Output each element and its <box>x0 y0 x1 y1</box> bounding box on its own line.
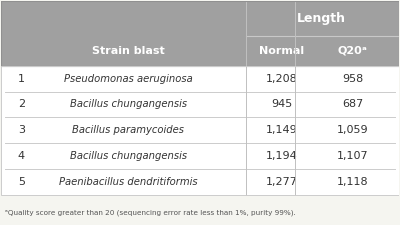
Text: Pseudomonas aeruginosa: Pseudomonas aeruginosa <box>64 74 193 84</box>
Text: 1,118: 1,118 <box>337 177 369 187</box>
Text: 2: 2 <box>18 99 25 110</box>
Text: 958: 958 <box>342 74 364 84</box>
Text: 1,277: 1,277 <box>266 177 297 187</box>
Text: Length: Length <box>297 12 346 25</box>
Text: 1,107: 1,107 <box>337 151 369 161</box>
Bar <box>1 117 399 143</box>
Bar <box>1 66 399 195</box>
Text: 1,149: 1,149 <box>266 125 297 135</box>
Text: Bacillus paramycoides: Bacillus paramycoides <box>72 125 184 135</box>
Bar <box>1 143 399 169</box>
Text: 687: 687 <box>342 99 364 110</box>
Text: Q20ᵃ: Q20ᵃ <box>338 46 368 56</box>
Bar <box>1 1 399 66</box>
Text: Normal: Normal <box>259 46 304 56</box>
Bar <box>1 169 399 195</box>
Text: Bacillus chungangensis: Bacillus chungangensis <box>70 99 187 110</box>
Text: 1: 1 <box>18 74 25 84</box>
Bar <box>1 92 399 117</box>
Text: 3: 3 <box>18 125 25 135</box>
Text: Bacillus chungangensis: Bacillus chungangensis <box>70 151 187 161</box>
Text: Strain blast: Strain blast <box>92 46 165 56</box>
Text: 945: 945 <box>271 99 292 110</box>
Text: 1,059: 1,059 <box>337 125 369 135</box>
Text: 5: 5 <box>18 177 25 187</box>
Text: Paenibacillus dendritiformis: Paenibacillus dendritiformis <box>59 177 198 187</box>
Text: 1,194: 1,194 <box>266 151 297 161</box>
Bar <box>1 66 399 92</box>
Text: 1,208: 1,208 <box>266 74 297 84</box>
Text: ᵃQuality score greater than 20 (sequencing error rate less than 1%, purity 99%).: ᵃQuality score greater than 20 (sequenci… <box>5 209 296 216</box>
Bar <box>1 1 399 66</box>
Text: 4: 4 <box>18 151 25 161</box>
